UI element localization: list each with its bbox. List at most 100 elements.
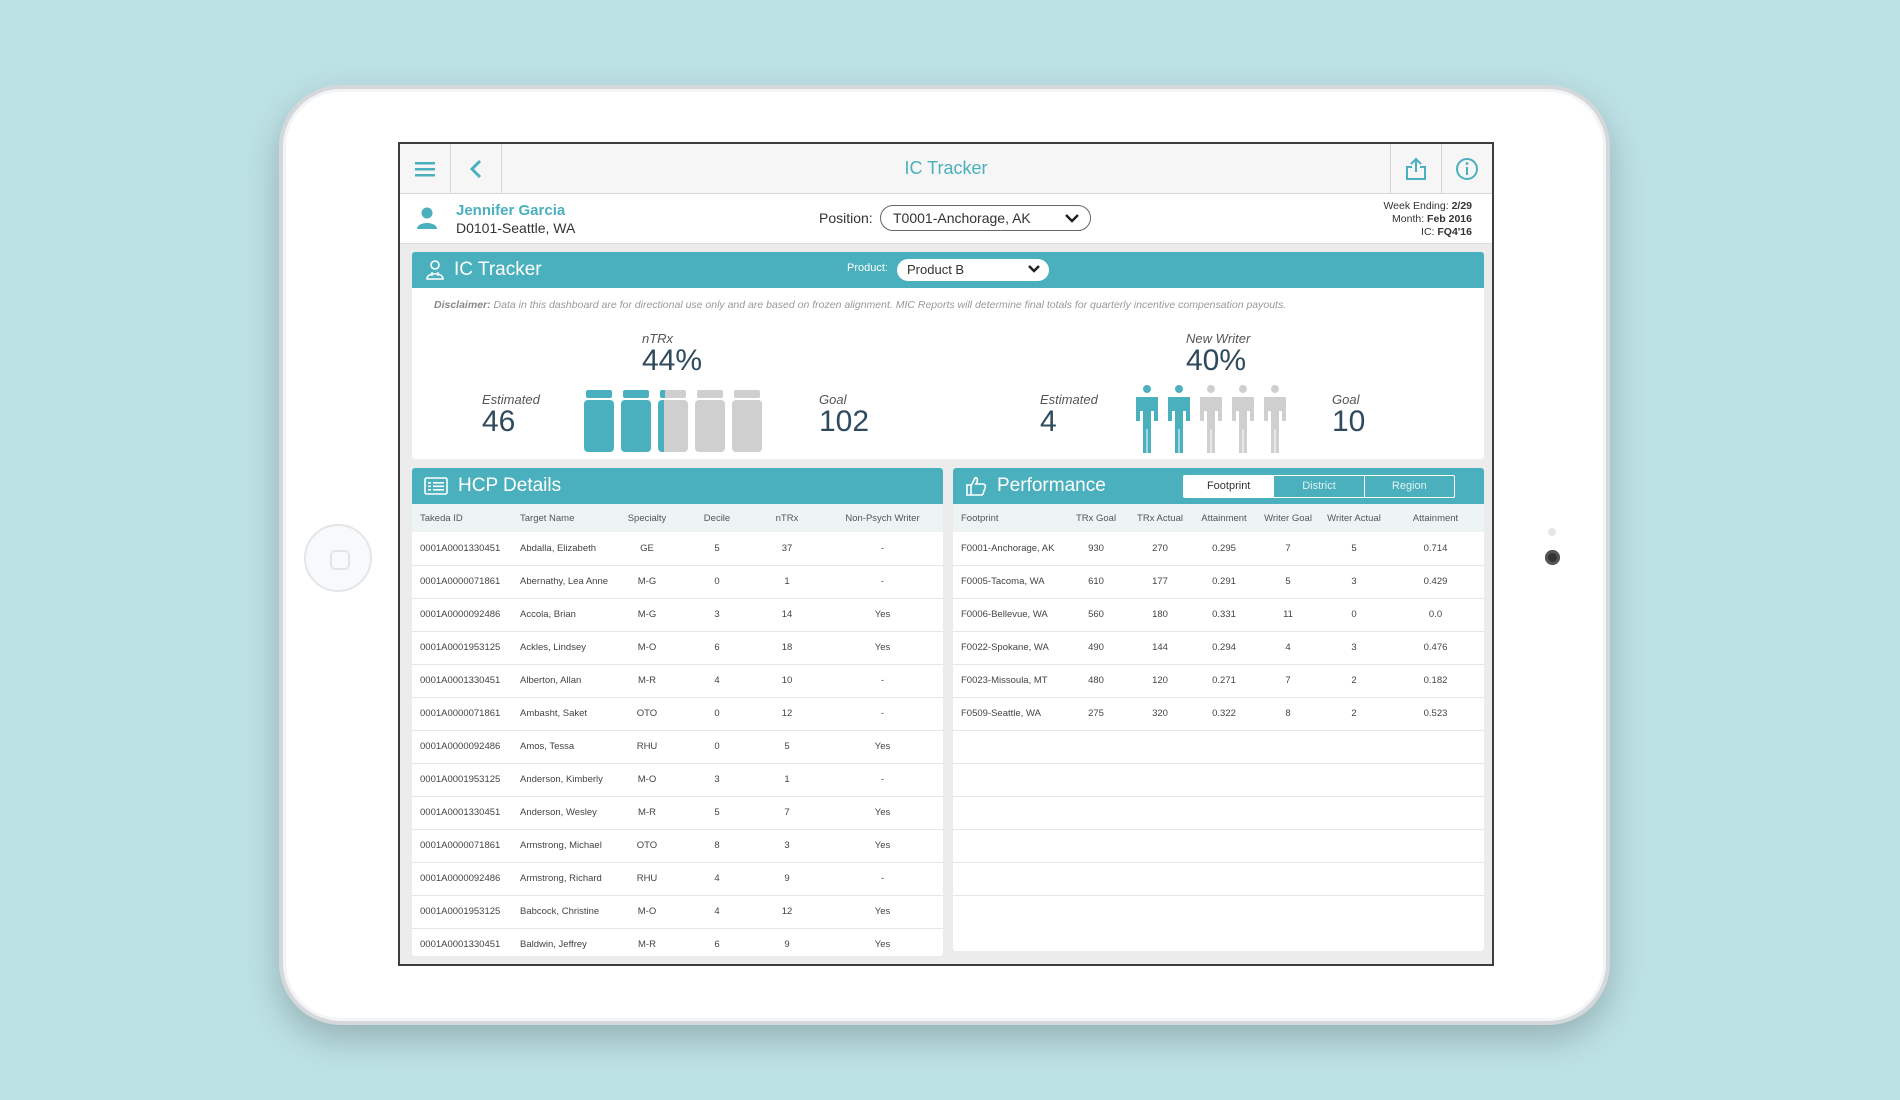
table-cell: Yes xyxy=(822,730,943,764)
ic-value: FQ4'16 xyxy=(1437,226,1472,238)
tab-footprint[interactable]: Footprint xyxy=(1184,476,1275,497)
table-row[interactable]: 0001A0000071861 Ambasht, Saket OTO 0 12- xyxy=(412,697,943,731)
column-header[interactable]: Target Name xyxy=(512,504,612,532)
column-header[interactable]: Writer Actual xyxy=(1321,504,1387,532)
writer-goal-value: 10 xyxy=(1332,405,1366,438)
bottle-icon xyxy=(695,390,725,452)
table-row[interactable]: F0022-Spokane, WA 490 144 0.294 4 3 0.476 xyxy=(953,631,1484,665)
table-cell: OTO xyxy=(612,697,682,731)
writer-people-gauge xyxy=(1136,385,1286,453)
table-cell: 0.182 xyxy=(1387,664,1484,698)
column-header[interactable]: Writer Goal xyxy=(1255,504,1321,532)
table-row[interactable]: F0509-Seattle, WA 275 320 0.322 8 2 0.523 xyxy=(953,697,1484,731)
table-row[interactable]: 0001A0000071861 Abernathy, Lea Anne M-G 0 1- xyxy=(412,565,943,599)
table-cell: Anderson, Kimberly xyxy=(512,763,612,797)
table-cell: 0001A0000071861 xyxy=(412,565,512,599)
ntrx-bottle-gauge xyxy=(584,390,762,452)
table-cell: F0509-Seattle, WA xyxy=(953,697,1065,731)
disclaimer-text: Data in this dashboard are for direction… xyxy=(493,299,1287,311)
table-row[interactable]: 0001A0000071861 Armstrong, Michael OTO 8 3 Ye… xyxy=(412,829,943,863)
table-cell: 3 xyxy=(682,763,752,797)
list-icon xyxy=(424,477,448,495)
writer-label: New Writer xyxy=(1186,331,1251,346)
table-cell: 18 xyxy=(752,631,822,665)
table-cell: Babcock, Christine xyxy=(512,895,612,929)
table-cell: 5 xyxy=(1321,532,1387,566)
table-cell: GE xyxy=(612,532,682,566)
table-row[interactable]: F0023-Missoula, MT 480 120 0.271 7 2 0.182 xyxy=(953,664,1484,698)
product-label: Product: xyxy=(847,262,888,274)
table-cell: 144 xyxy=(1127,631,1193,665)
table-cell: 7 xyxy=(1255,664,1321,698)
position-select[interactable]: T0001-Anchorage, AK xyxy=(880,205,1091,231)
share-icon xyxy=(1406,157,1426,180)
column-header[interactable]: Decile xyxy=(682,504,752,532)
table-row[interactable]: F0001-Anchorage, AK 930 270 0.295 7 5 0.714 xyxy=(953,532,1484,566)
table-cell: - xyxy=(822,532,943,566)
table-row[interactable]: 0001A0000092486 Armstrong, Richard RHU 4 9- xyxy=(412,862,943,896)
table-cell: 3 xyxy=(752,829,822,863)
table-row[interactable]: 0001A0001953125 Babcock, Christine M-O 4 12 Y… xyxy=(412,895,943,929)
week-info: Week Ending: 2/29 Month: Feb 2016 IC: FQ… xyxy=(1383,200,1472,239)
table-cell: 7 xyxy=(1255,532,1321,566)
table-row[interactable]: 0001A0001330451 Baldwin, Jeffrey M-R 6 9 Yes xyxy=(412,928,943,956)
table-row[interactable]: 0001A0001953125 Anderson, Kimberly M-O 3 1- xyxy=(412,763,943,797)
table-cell: M-G xyxy=(612,598,682,632)
table-row[interactable]: 0001A0001953125 Ackles, Lindsey M-O 6 18 Yes xyxy=(412,631,943,665)
table-cell: M-G xyxy=(612,565,682,599)
column-header[interactable]: Footprint xyxy=(953,504,1065,532)
table-row[interactable]: F0006-Bellevue, WA 560 180 0.331 11 0 0.0 xyxy=(953,598,1484,632)
table-cell: 0001A0001953125 xyxy=(412,631,512,665)
table-row[interactable]: F0005-Tacoma, WA 610 177 0.291 5 3 0.429 xyxy=(953,565,1484,599)
column-header[interactable]: Specialty xyxy=(612,504,682,532)
table-cell: M-O xyxy=(612,763,682,797)
tab-district[interactable]: District xyxy=(1274,476,1365,497)
bottle-icon xyxy=(658,390,688,452)
menu-button[interactable] xyxy=(400,144,451,194)
column-header[interactable]: Attainment xyxy=(1387,504,1484,532)
hcp-header: HCP Details xyxy=(412,468,943,504)
month-value: Feb 2016 xyxy=(1427,213,1472,225)
info-button[interactable] xyxy=(1441,144,1492,194)
column-header[interactable]: Non-Psych Writer xyxy=(822,504,943,532)
writer-percent: 40% xyxy=(1186,344,1247,377)
table-cell: Abdalla, Elizabeth xyxy=(512,532,612,566)
column-header[interactable]: nTRx xyxy=(752,504,822,532)
column-header[interactable]: TRx Actual xyxy=(1127,504,1193,532)
chevron-down-icon xyxy=(1028,265,1040,273)
home-button[interactable] xyxy=(304,524,372,592)
column-header[interactable]: Attainment xyxy=(1193,504,1255,532)
table-cell: M-R xyxy=(612,796,682,830)
table-row[interactable]: 0001A0001330451 Alberton, Allan M-R 4 10- xyxy=(412,664,943,698)
table-row[interactable]: 0001A0001330451 Abdalla, Elizabeth GE 5 37- xyxy=(412,532,943,566)
table-row[interactable]: 0001A0000092486 Accola, Brian M-G 3 14 Yes xyxy=(412,598,943,632)
table-cell: 177 xyxy=(1127,565,1193,599)
share-button[interactable] xyxy=(1390,144,1441,194)
table-row[interactable]: 0001A0001330451 Anderson, Wesley M-R 5 7 Yes xyxy=(412,796,943,830)
table-cell: - xyxy=(822,862,943,896)
ntrx-goal-label: Goal xyxy=(819,392,847,407)
ic-tracker-panel: IC Tracker Product: Product B Disclaimer… xyxy=(412,252,1484,459)
tab-region[interactable]: Region xyxy=(1391,480,1427,492)
table-cell: 10 xyxy=(752,664,822,698)
product-select[interactable]: Product B xyxy=(897,259,1049,281)
back-button[interactable] xyxy=(451,144,502,194)
ntrx-label: nTRx xyxy=(642,331,674,346)
table-cell: M-O xyxy=(612,895,682,929)
table-cell: Yes xyxy=(822,928,943,956)
column-header[interactable]: Takeda ID xyxy=(412,504,512,532)
table-cell: - xyxy=(822,697,943,731)
table-cell: 0 xyxy=(682,565,752,599)
user-location: D0101-Seattle, WA xyxy=(456,220,576,236)
column-header[interactable]: TRx Goal xyxy=(1065,504,1127,532)
table-cell: Accola, Brian xyxy=(512,598,612,632)
table-cell: 0.322 xyxy=(1193,697,1255,731)
table-cell: M-R xyxy=(612,664,682,698)
table-cell: F0023-Missoula, MT xyxy=(953,664,1065,698)
table-cell: 0 xyxy=(682,697,752,731)
table-cell: - xyxy=(822,763,943,797)
table-cell: 1 xyxy=(752,763,822,797)
ic-tracker-header: IC Tracker Product: Product B xyxy=(412,252,1484,288)
disclaimer-label: Disclaimer: xyxy=(434,299,491,311)
table-row[interactable]: 0001A0000092486 Amos, Tessa RHU 0 5 Yes xyxy=(412,730,943,764)
